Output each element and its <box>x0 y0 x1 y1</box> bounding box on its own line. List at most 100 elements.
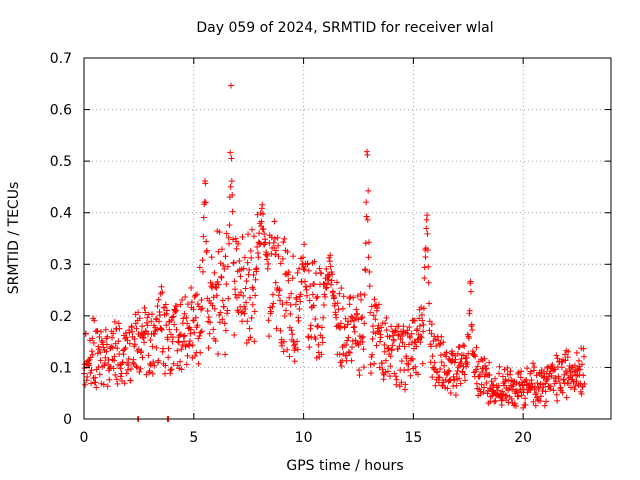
data-point <box>531 364 538 371</box>
data-point <box>307 322 314 329</box>
data-point <box>513 402 520 409</box>
data-point <box>428 343 435 350</box>
data-point <box>326 254 333 261</box>
data-point <box>284 271 291 278</box>
data-point <box>223 230 230 237</box>
y-tick-label: 0.4 <box>50 206 72 222</box>
data-point <box>406 324 413 331</box>
data-point <box>225 295 232 302</box>
data-point <box>540 384 547 391</box>
data-point <box>239 233 246 240</box>
data-point <box>437 366 444 373</box>
data-point <box>563 394 570 401</box>
data-point <box>200 233 207 240</box>
data-point <box>365 187 372 194</box>
data-point <box>84 373 91 380</box>
data-point <box>271 235 278 242</box>
data-point <box>307 282 314 289</box>
data-point <box>96 346 103 353</box>
data-point <box>345 334 352 341</box>
data-point <box>363 213 370 220</box>
y-axis-label: SRMTID / TECUs <box>6 182 22 295</box>
data-point <box>284 346 291 353</box>
data-point <box>573 349 580 356</box>
data-point <box>237 273 244 280</box>
data-point <box>231 332 238 339</box>
data-point <box>148 318 155 325</box>
data-point <box>285 277 292 284</box>
data-point <box>513 379 520 386</box>
grid-layer <box>84 58 611 419</box>
data-point <box>141 339 148 346</box>
data-point <box>452 392 459 399</box>
data-point <box>183 361 190 368</box>
data-point <box>103 348 110 355</box>
data-point <box>137 365 144 372</box>
data-point <box>424 230 431 237</box>
data-point <box>126 340 133 347</box>
data-point <box>151 362 158 369</box>
data-point <box>367 361 374 368</box>
data-point <box>467 278 474 285</box>
data-point <box>232 291 239 298</box>
data-point <box>545 373 552 380</box>
data-point <box>290 253 297 260</box>
data-points <box>81 82 588 422</box>
data-point <box>399 328 406 335</box>
data-point <box>124 337 131 344</box>
data-point <box>396 343 403 350</box>
tick-labels: 0 0.1 0.2 0.3 0.4 0.5 0.6 0.7 0 5 10 15 20 <box>50 51 532 446</box>
data-point <box>522 401 529 408</box>
data-point <box>432 382 439 389</box>
y-tick-label: 0 <box>63 412 72 428</box>
data-point <box>260 226 267 233</box>
data-point <box>496 363 503 370</box>
data-point <box>393 381 400 388</box>
data-point <box>165 345 172 352</box>
data-point <box>372 316 379 323</box>
data-point <box>382 320 389 327</box>
data-point <box>272 279 279 286</box>
data-point <box>246 266 253 273</box>
data-point <box>207 319 214 326</box>
data-point <box>572 382 579 389</box>
data-point <box>350 317 357 324</box>
data-point <box>273 247 280 254</box>
data-point <box>498 401 505 408</box>
data-point <box>499 373 506 380</box>
data-point <box>371 296 378 303</box>
data-point <box>228 82 235 89</box>
data-point <box>291 358 298 365</box>
data-point <box>355 341 362 348</box>
data-point <box>571 362 578 369</box>
data-point <box>190 306 197 313</box>
data-point <box>472 353 479 360</box>
data-point <box>182 342 189 349</box>
data-point <box>507 368 514 375</box>
data-point <box>174 347 181 354</box>
data-point <box>473 366 480 373</box>
data-point <box>429 374 436 381</box>
data-point <box>82 381 89 388</box>
data-point <box>483 365 490 372</box>
data-point <box>87 369 94 376</box>
data-point <box>421 264 428 271</box>
data-point <box>200 214 207 221</box>
data-point <box>461 371 468 378</box>
data-point <box>272 251 279 258</box>
data-point <box>312 335 319 342</box>
data-point <box>309 303 316 310</box>
data-point <box>530 398 537 405</box>
data-point <box>306 344 313 351</box>
data-point <box>481 355 488 362</box>
data-point <box>335 323 342 330</box>
data-point <box>461 343 468 350</box>
data-point <box>247 334 254 341</box>
data-point <box>221 266 228 273</box>
data-point <box>178 346 185 353</box>
data-point <box>158 325 165 332</box>
data-point <box>451 359 458 366</box>
data-point <box>233 245 240 252</box>
data-point <box>487 393 494 400</box>
data-point <box>245 271 252 278</box>
